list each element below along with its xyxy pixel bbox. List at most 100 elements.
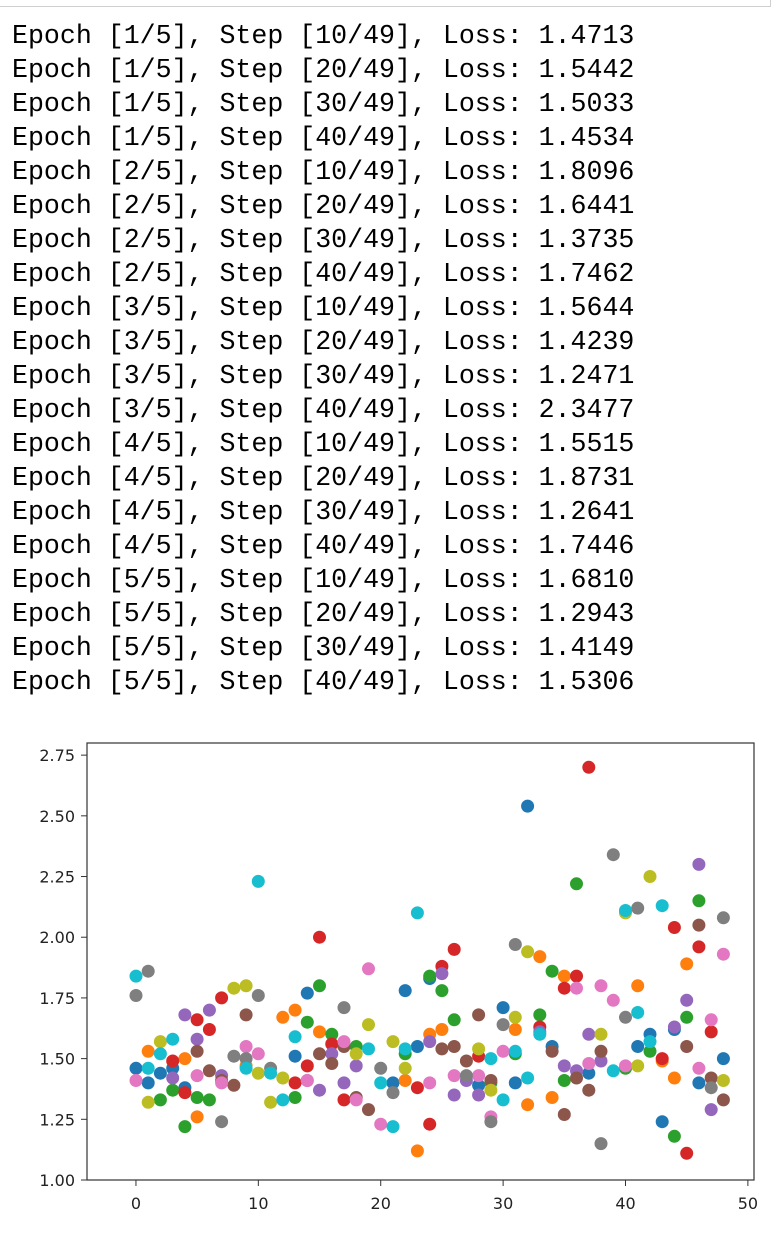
scatter-point — [264, 1095, 278, 1109]
scatter-point — [435, 967, 449, 981]
scatter-point — [374, 1117, 388, 1131]
scatter-point — [521, 799, 535, 813]
scatter-point — [374, 1076, 388, 1090]
scatter-point — [129, 1074, 143, 1087]
scatter-point — [374, 1061, 388, 1075]
y-tick-label: 2.75 — [39, 746, 75, 765]
scatter-point — [300, 1059, 314, 1073]
scatter-point — [141, 1076, 155, 1090]
scatter-point — [508, 1010, 522, 1024]
scatter-point — [680, 1010, 694, 1024]
scatter-point — [288, 1076, 302, 1090]
scatter-point — [521, 1098, 535, 1112]
log-line: Epoch [4/5], Step [40/49], Loss: 1.7446 — [12, 531, 635, 561]
log-line: Epoch [4/5], Step [10/49], Loss: 1.5515 — [12, 429, 635, 459]
scatter-point — [594, 1137, 608, 1151]
scatter-point — [716, 911, 730, 925]
scatter-point — [288, 1049, 302, 1063]
scatter-point — [398, 1074, 412, 1087]
scatter-point — [153, 1066, 167, 1080]
scatter-point — [141, 1044, 155, 1058]
scatter-point — [667, 1129, 681, 1143]
log-line: Epoch [2/5], Step [40/49], Loss: 1.7462 — [12, 259, 635, 289]
log-line: Epoch [1/5], Step [20/49], Loss: 1.5442 — [12, 55, 635, 85]
scatter-point — [704, 1081, 718, 1095]
log-line: Epoch [1/5], Step [30/49], Loss: 1.5033 — [12, 89, 635, 119]
scatter-point — [594, 1054, 608, 1068]
log-line: Epoch [2/5], Step [10/49], Loss: 1.8096 — [12, 157, 635, 187]
scatter-point — [178, 1120, 192, 1134]
plot-frame — [86, 742, 755, 1181]
log-line: Epoch [4/5], Step [30/49], Loss: 1.2641 — [12, 497, 635, 527]
scatter-point — [704, 1103, 718, 1117]
scatter-point — [619, 904, 632, 917]
y-tick-label: 2.00 — [39, 928, 75, 947]
scatter-point — [545, 964, 559, 978]
scatter-point — [680, 993, 694, 1007]
scatter-point — [447, 1040, 461, 1053]
scatter-points — [129, 760, 730, 1160]
scatter-point — [472, 1042, 486, 1056]
scatter-point — [557, 969, 571, 983]
log-line: Epoch [5/5], Step [20/49], Loss: 1.2943 — [12, 599, 635, 629]
scatter-point — [606, 1064, 620, 1078]
scatter-point — [178, 1086, 192, 1100]
scatter-point — [496, 1001, 510, 1015]
scatter-point — [582, 1057, 596, 1070]
scatter-point — [386, 1086, 400, 1100]
cell-border — [0, 0, 771, 7]
scatter-point — [447, 1013, 461, 1027]
scatter-point — [300, 1074, 314, 1087]
scatter-point — [594, 979, 608, 993]
scatter-point — [362, 1103, 375, 1117]
scatter-point — [472, 1069, 486, 1083]
scatter-point — [276, 1071, 290, 1085]
scatter-point — [508, 1023, 522, 1036]
scatter-point — [496, 1093, 510, 1107]
scatter-point — [570, 969, 583, 983]
scatter-point — [484, 1074, 498, 1087]
scatter-point — [435, 1042, 449, 1056]
scatter-point — [692, 918, 706, 932]
scatter-point — [508, 1044, 522, 1058]
scatter-point — [643, 870, 657, 883]
scatter-point — [410, 1040, 424, 1053]
scatter-point — [313, 1025, 326, 1039]
log-line: Epoch [1/5], Step [40/49], Loss: 1.4534 — [12, 123, 635, 153]
scatter-point — [704, 1013, 718, 1027]
scatter-point — [716, 1052, 730, 1066]
scatter-point — [582, 1083, 596, 1097]
scatter-point — [508, 1076, 522, 1090]
scatter-point — [251, 1047, 265, 1061]
y-tick-label: 1.25 — [39, 1110, 75, 1129]
training-log-output: Epoch [1/5], Step [10/49], Loss: 1.4713 E… — [12, 19, 634, 699]
scatter-point — [337, 1093, 351, 1107]
scatter-point — [398, 1042, 412, 1056]
scatter-point — [337, 1035, 351, 1049]
x-tick-label: 0 — [131, 1194, 141, 1213]
scatter-point — [251, 1066, 265, 1080]
scatter-point — [410, 906, 424, 920]
scatter-point — [667, 1071, 681, 1085]
scatter-point — [276, 1010, 290, 1024]
scatter-point — [606, 993, 620, 1007]
scatter-point — [423, 969, 437, 983]
scatter-point — [251, 989, 265, 1002]
scatter-point — [533, 1027, 547, 1041]
scatter-point — [545, 1091, 559, 1104]
scatter-point — [166, 1083, 180, 1097]
scatter-point — [459, 1054, 473, 1068]
scatter-point — [557, 1108, 571, 1121]
scatter-point — [484, 1083, 498, 1097]
x-tick-label: 10 — [248, 1194, 268, 1213]
scatter-point — [435, 984, 449, 998]
scatter-point — [435, 1023, 449, 1036]
scatter-point — [423, 1035, 437, 1049]
scatter-point — [337, 1001, 351, 1015]
scatter-point — [410, 1081, 424, 1095]
scatter-point — [386, 1076, 400, 1090]
scatter-point — [521, 945, 535, 959]
scatter-point — [227, 981, 241, 995]
scatter-point — [153, 1047, 167, 1061]
